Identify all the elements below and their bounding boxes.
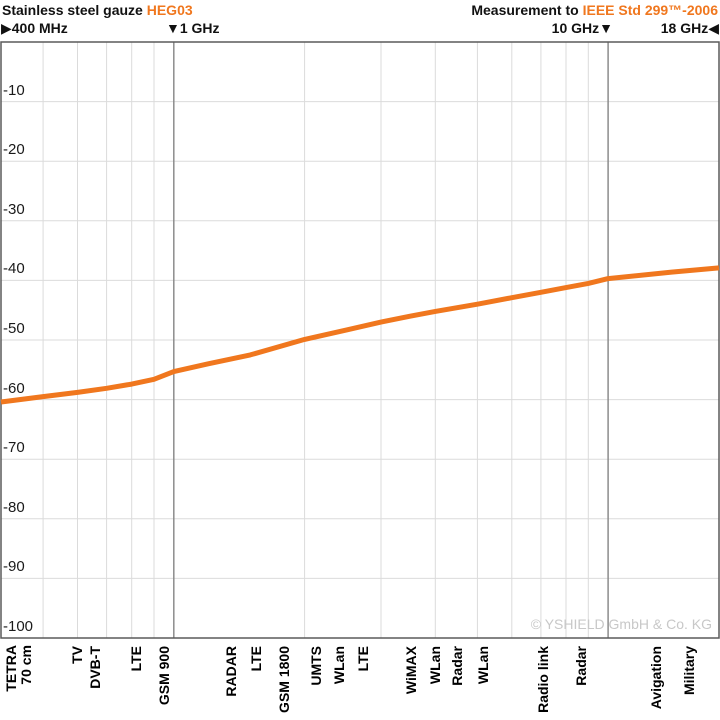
band-label-lte: LTE <box>355 645 381 671</box>
chart-title: Stainless steel gauze HEG03 <box>2 2 193 18</box>
band-label-text: DVB-T <box>87 646 103 689</box>
band-label-dvb-t: DVB-T <box>87 645 131 689</box>
y-tick-label: -30 <box>3 200 25 218</box>
band-label-text: LTE <box>248 646 264 672</box>
y-tick-label: -60 <box>3 379 25 397</box>
y-tick-label: -40 <box>3 260 25 278</box>
band-label-text: GSM 900 <box>155 646 172 706</box>
material-name: Stainless steel gauze <box>2 2 147 18</box>
band-label-text: LTE <box>355 646 372 672</box>
band-label-radar: Radar <box>573 645 614 686</box>
band-label-text: Radar <box>573 646 590 686</box>
band-label-tv: TV <box>69 645 88 664</box>
band-label-lte: LTE <box>248 645 274 671</box>
band-label-text: TETRA 70 cm <box>3 645 34 692</box>
standard-prefix: Measurement to <box>471 2 583 18</box>
band-label-text: TV <box>69 646 85 664</box>
y-tick-label: -90 <box>3 558 25 576</box>
band-label-text: Avigation <box>647 646 664 710</box>
band-label-text: GSM 1800 <box>276 646 293 713</box>
plot-border <box>0 41 720 639</box>
band-label-text: Military <box>681 646 698 696</box>
band-label-text: LTE <box>127 646 144 672</box>
band-label-lte: LTE <box>128 645 154 671</box>
copyright-notice: © YSHIELD GmbH & Co. KG <box>530 616 712 632</box>
freq-marker-18ghz: 18 GHz◀ <box>660 20 719 36</box>
measurement-standard: Measurement to IEEE Std 299™-2006 <box>471 2 718 18</box>
standard-name: IEEE Std 299™-2006 <box>582 2 718 18</box>
material-code: HEG03 <box>146 2 193 18</box>
band-label-text: WiMAX <box>402 646 419 695</box>
band-label-wlan: WLan <box>475 645 514 684</box>
freq-marker-400mhz: ▶400 MHz <box>1 20 68 36</box>
band-label-text: WLan <box>474 646 491 685</box>
y-tick-label: -80 <box>3 498 25 516</box>
y-tick-label: -100 <box>3 618 34 635</box>
major-frequency-lines <box>173 42 609 638</box>
y-tick-label: -70 <box>3 439 25 457</box>
attenuation-curve <box>0 265 720 405</box>
minor-gridlines <box>1 42 719 639</box>
freq-marker-1ghz: ▼1 GHz <box>166 20 220 36</box>
band-label-gsm-900: GSM 900 <box>156 645 216 705</box>
band-label-military: Military <box>681 645 720 695</box>
y-tick-label: -50 <box>3 320 25 337</box>
band-label-tetra-70-cm: TETRA 70 cm <box>3 645 51 692</box>
y-tick-label: -10 <box>3 81 25 99</box>
band-label-text: Radio link <box>535 646 551 713</box>
freq-marker-10ghz: 10 GHz▼ <box>551 20 613 36</box>
band-label-text: WLan <box>330 646 347 685</box>
band-label-text: Radar <box>449 646 465 686</box>
band-label-text: WLan <box>426 646 443 685</box>
band-label-text: RADAR <box>223 646 240 697</box>
y-tick-label: -20 <box>3 141 25 159</box>
band-label-text: UMTS <box>307 646 324 686</box>
